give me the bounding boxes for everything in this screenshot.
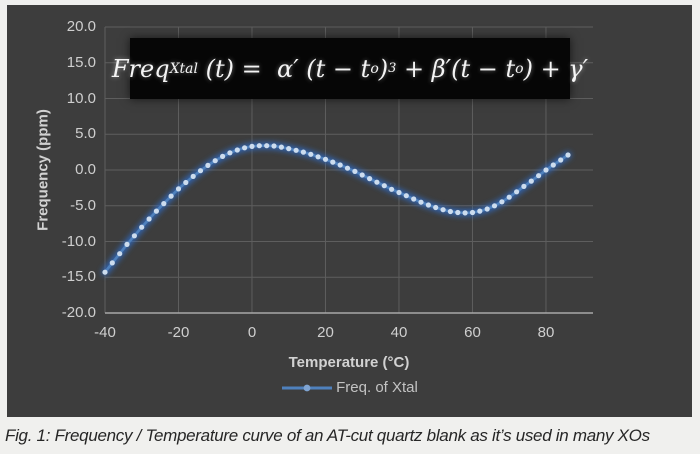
formula-subscript: Xtal (169, 60, 199, 77)
formula-subscript: o (370, 60, 379, 77)
figure-caption: Fig. 1: Frequency / Temperature curve of… (5, 426, 650, 445)
x-axis-tick-label: -40 (94, 324, 116, 341)
y-axis-tick-label: -10.0 (61, 232, 96, 250)
y-axis-tick-label: 15.0 (66, 53, 96, 71)
formula-segment: (t) = α′ (t − t (198, 54, 371, 83)
y-axis-tick-label: 0.0 (75, 161, 96, 178)
y-axis-tick-label: -15.0 (61, 268, 96, 286)
formula-segment: ) (378, 54, 389, 83)
x-axis-tick-label: -20 (167, 324, 190, 341)
y-axis-tick-label: 10.0 (66, 89, 96, 107)
formula-segment: ) + γ′ (523, 54, 589, 83)
x-axis-tick-label: 40 (390, 324, 408, 341)
y-axis-tick-label: -5.0 (70, 196, 96, 214)
formula-exponent: 3 (388, 61, 397, 76)
x-axis-tick-label: 60 (464, 324, 481, 341)
y-axis-tick-label: 5.0 (75, 125, 96, 143)
formula-overlay: Freq Xtal (t) = α′ (t − t o) 3 + β′(t − t o)… (112, 38, 588, 99)
x-axis-tick-label: 0 (247, 324, 257, 341)
y-axis-tick-label: 20.0 (66, 18, 96, 35)
x-axis-tick-label: 20 (317, 324, 334, 341)
legend-label: Freq. of Xtal (336, 379, 418, 396)
formula-segment: + β′(t − t (396, 54, 516, 83)
chart-legend: Freq. of Xtal (105, 379, 593, 396)
x-axis-title: Temperature (°C) (288, 354, 410, 371)
x-axis-tick-label: 80 (537, 324, 555, 341)
y-axis-tick-label: -20.0 (61, 304, 96, 321)
formula-segment: Freq (111, 54, 170, 83)
legend-line-marker-icon (282, 384, 333, 391)
formula-subscript: o (515, 60, 524, 77)
frequency-curve (101, 142, 572, 276)
